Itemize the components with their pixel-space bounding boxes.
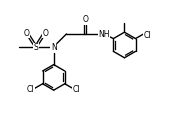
Text: S: S xyxy=(33,43,38,52)
Text: N: N xyxy=(51,43,57,52)
Text: NH: NH xyxy=(98,30,110,39)
Text: O: O xyxy=(82,15,88,24)
Text: Cl: Cl xyxy=(27,85,35,94)
Text: Cl: Cl xyxy=(73,85,80,94)
Text: O: O xyxy=(42,29,48,38)
Text: O: O xyxy=(23,29,29,38)
Text: Cl: Cl xyxy=(143,31,151,40)
